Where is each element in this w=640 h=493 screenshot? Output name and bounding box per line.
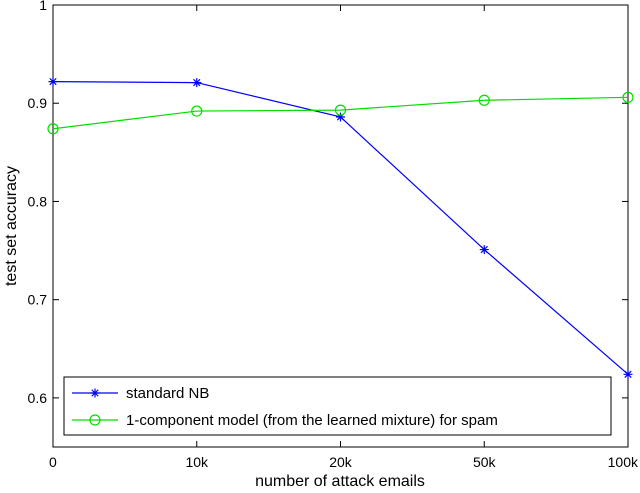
x-tick-label: 100k bbox=[608, 454, 639, 470]
data-point-star bbox=[48, 77, 58, 87]
y-axis: 0.6 0.7 0.8 0.9 1 bbox=[28, 0, 628, 406]
series-layer bbox=[47, 77, 634, 379]
y-tick-label: 0.6 bbox=[28, 390, 48, 406]
x-axis: 0 10k 20k 50k 100k bbox=[49, 5, 639, 470]
y-tick-label: 0.7 bbox=[28, 292, 48, 308]
y-axis-label: test set accuracy bbox=[3, 166, 20, 286]
legend-entry: standard NB bbox=[72, 385, 209, 402]
series-1 bbox=[48, 77, 633, 379]
data-point-circle bbox=[47, 123, 59, 135]
data-point-star bbox=[192, 78, 202, 88]
plot-area bbox=[52, 4, 629, 448]
x-tick-label: 0 bbox=[49, 454, 57, 470]
legend-entry: 1-component model (from the learned mixt… bbox=[72, 412, 498, 429]
legend-marker-circle bbox=[89, 414, 101, 426]
data-point-circle bbox=[478, 94, 490, 106]
x-tick-label: 20k bbox=[329, 454, 353, 470]
y-tick-label: 0.8 bbox=[28, 193, 48, 209]
x-tick-label: 10k bbox=[185, 454, 209, 470]
data-point-star bbox=[479, 245, 489, 255]
series-2 bbox=[47, 91, 634, 135]
y-tick-label: 1 bbox=[39, 0, 47, 13]
series-line bbox=[52, 96, 629, 130]
legend-items: standard NB 1-component model (from the l… bbox=[72, 385, 498, 429]
legend-label: standard NB bbox=[126, 385, 209, 402]
data-point-star bbox=[336, 112, 345, 122]
x-axis-label: number of attack emails bbox=[255, 473, 425, 490]
data-point-circle bbox=[191, 105, 203, 117]
x-tick-label: 50k bbox=[473, 454, 497, 470]
data-point-star bbox=[623, 369, 633, 379]
data-point-circle bbox=[334, 104, 347, 116]
data-point-circle bbox=[622, 91, 634, 103]
legend-marker-star bbox=[90, 388, 100, 398]
y-tick-label: 0.9 bbox=[28, 95, 48, 111]
legend-box bbox=[63, 376, 612, 436]
legend-label: 1-component model (from the learned mixt… bbox=[126, 412, 498, 429]
legend: standard NB 1-component model (from the l… bbox=[63, 376, 612, 436]
